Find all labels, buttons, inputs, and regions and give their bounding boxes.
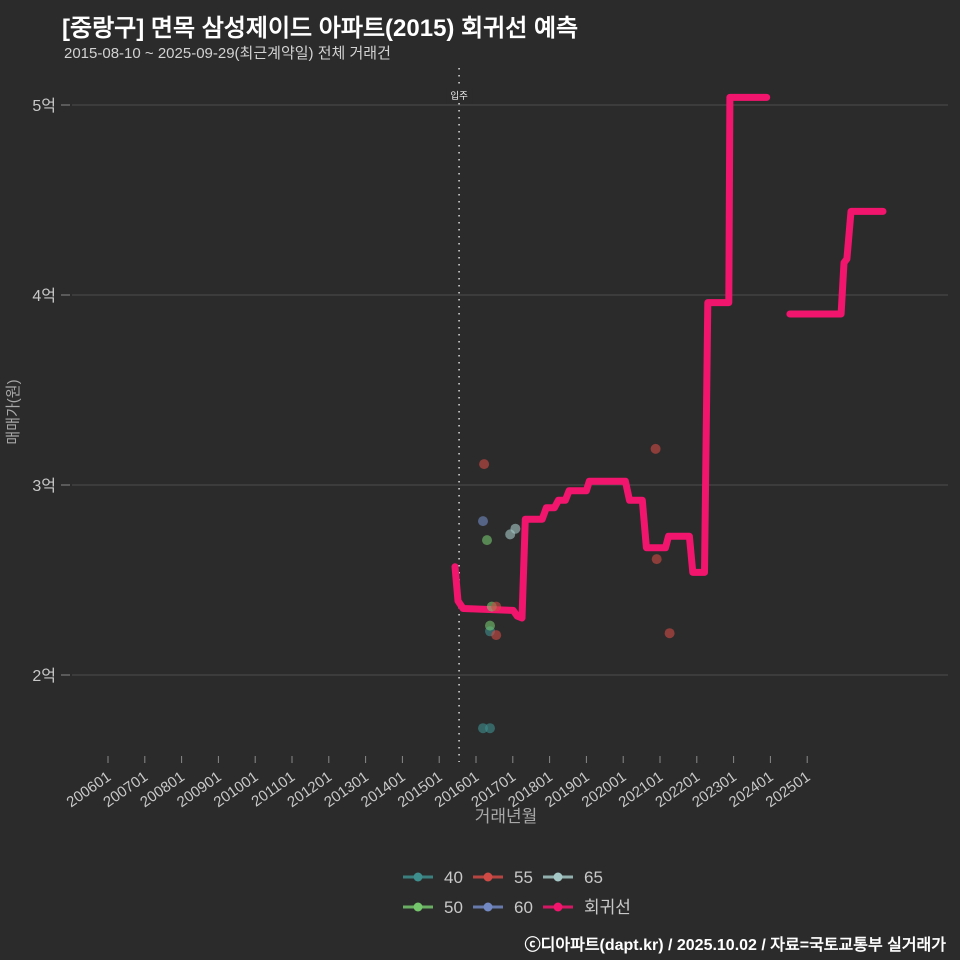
legend-label: 55 xyxy=(514,867,533,887)
y-tick-label: 5억 xyxy=(32,97,56,115)
scatter-series-55 xyxy=(479,443,675,641)
legend-marker-icon xyxy=(473,902,503,912)
legend-marker-icon xyxy=(403,872,433,882)
legend-row: 50 60 회귀선 xyxy=(402,892,631,922)
legend-item-60[interactable]: 60 xyxy=(472,899,542,916)
y-tick-label: 4억 xyxy=(32,287,56,305)
data-point xyxy=(491,630,502,641)
legend-label: 회귀선 xyxy=(584,897,631,917)
regression-line xyxy=(451,93,887,622)
legend-label: 40 xyxy=(444,867,463,887)
move-in-label: 입주 xyxy=(450,90,468,102)
legend-item-65[interactable]: 65 xyxy=(542,869,612,886)
legend-row: 40 55 65 xyxy=(402,862,631,892)
legend-item-회귀선[interactable]: 회귀선 xyxy=(542,899,631,916)
legend-item-55[interactable]: 55 xyxy=(472,869,542,886)
legend-marker-icon xyxy=(403,902,433,912)
data-point xyxy=(651,554,662,565)
x-axis-title: 거래년월 xyxy=(475,807,538,826)
move-in-annotation: 입주 xyxy=(446,68,473,762)
legend-item-50[interactable]: 50 xyxy=(402,899,472,916)
scatter-series-65 xyxy=(505,523,521,540)
data-point xyxy=(510,523,521,534)
data-point xyxy=(478,516,488,527)
x-axis-ticks: 2006012007012008012009012010012011012012… xyxy=(64,756,813,811)
gridlines xyxy=(72,104,948,676)
data-point xyxy=(482,535,492,546)
y-axis-ticks: 2억 3억 4억 5억 xyxy=(32,97,70,685)
scatter-series-60 xyxy=(478,516,488,527)
legend-marker-icon xyxy=(473,872,503,882)
y-axis-title: 매매가(원) xyxy=(5,379,22,444)
y-tick-label: 2억 xyxy=(32,667,56,685)
legend-marker-icon xyxy=(543,902,573,912)
data-point xyxy=(485,620,495,631)
legend-marker-icon xyxy=(543,872,573,882)
chart-legend: 40 55 65 50 60 회귀선 xyxy=(402,862,631,922)
legend-label: 60 xyxy=(514,897,533,917)
regression-segment xyxy=(451,93,771,622)
data-point xyxy=(650,443,661,454)
scatter-series-50 xyxy=(482,535,497,631)
data-point xyxy=(478,723,488,734)
regression-segment xyxy=(786,207,887,318)
credit-text: ⓒ디아파트(dapt.kr) / 2025.10.02 / 자료=국토교통부 실… xyxy=(524,937,946,954)
data-point xyxy=(485,723,495,734)
data-point xyxy=(479,459,490,470)
y-tick-label: 3억 xyxy=(32,477,56,495)
page-subtitle: 2015-08-10 ~ 2025-09-29(최근계약일) 전체 거래건 xyxy=(64,45,391,62)
legend-item-40[interactable]: 40 xyxy=(402,869,472,886)
data-point xyxy=(491,601,502,612)
legend-label: 50 xyxy=(444,897,463,917)
scatter-series-40 xyxy=(478,626,495,734)
legend-label: 65 xyxy=(584,867,603,887)
data-point xyxy=(664,628,675,639)
page-title: [중랑구] 면목 삼성제이드 아파트(2015) 회귀선 예측 xyxy=(62,15,579,42)
annotation-label-bg xyxy=(446,88,473,102)
price-chart-canvas[interactable]: 2억 3억 4억 5억 20060120070120080120090120100120… xyxy=(0,0,960,845)
